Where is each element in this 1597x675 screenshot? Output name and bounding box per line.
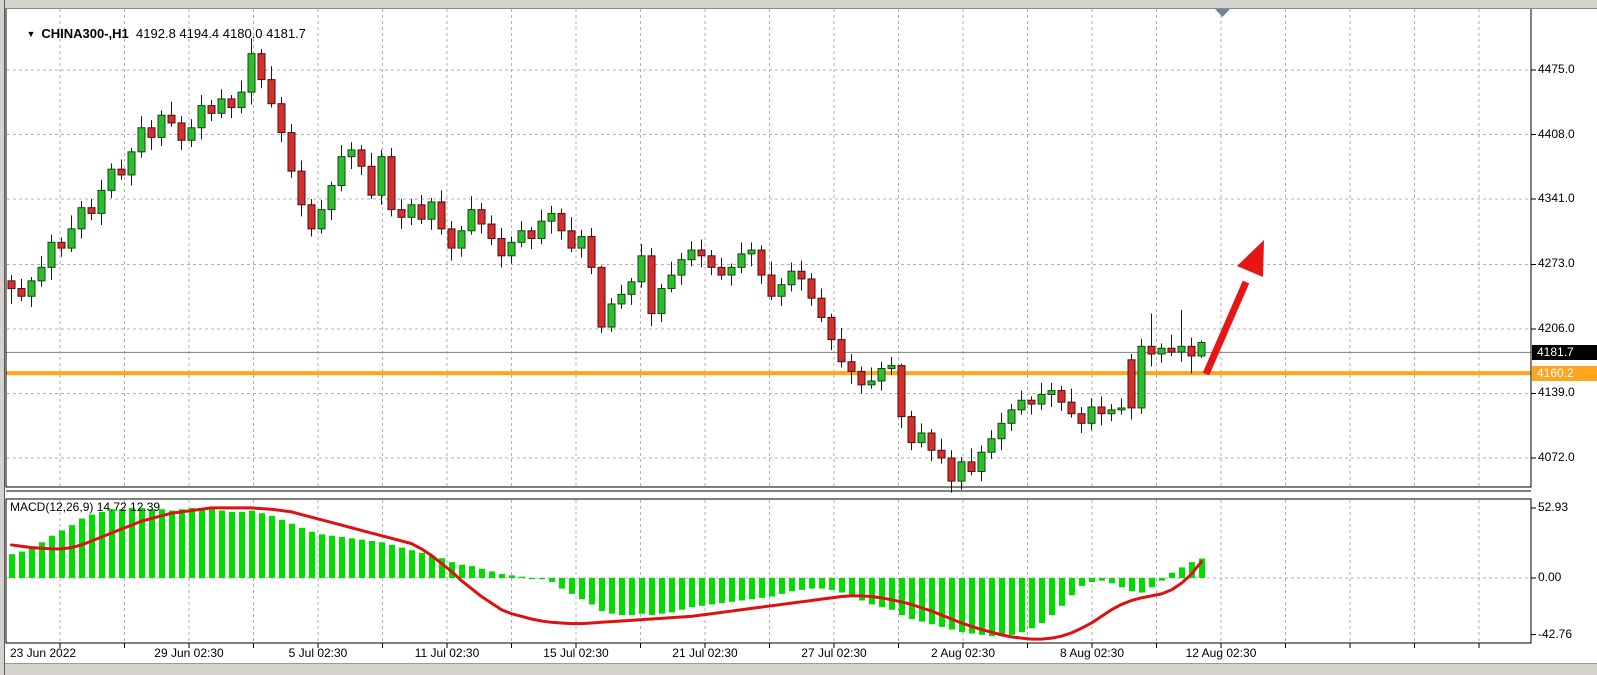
price-level-lines[interactable] xyxy=(6,351,1531,376)
orange-level-label: 4160.2 xyxy=(1532,366,1597,381)
candlestick-series[interactable] xyxy=(7,38,1206,493)
price-tick-label: 4273.0 xyxy=(1538,256,1575,271)
current-price-label: 4181.7 xyxy=(1532,345,1597,360)
ohlc-readout xyxy=(129,26,136,41)
window-top-strip xyxy=(0,0,1597,9)
time-tick-label: 21 Jul 02:30 xyxy=(672,646,738,660)
window-left-edge xyxy=(0,0,5,675)
macd-indicator[interactable] xyxy=(9,506,1205,641)
chart-title: ▼ CHINA300-,H1 4192.8 4194.4 4180.0 4181.… xyxy=(12,11,306,56)
symbol-timeframe-label: CHINA300-,H1 xyxy=(41,26,129,41)
time-tick-label: 2 Aug 02:30 xyxy=(930,646,996,660)
window-bottom-strip xyxy=(0,663,1597,675)
price-tick-label: 4206.0 xyxy=(1538,320,1575,335)
time-tick-label: 12 Aug 02:30 xyxy=(1185,646,1257,660)
time-tick-label: 5 Jul 02:30 xyxy=(288,646,348,660)
time-tick-label: 29 Jun 02:30 xyxy=(154,646,224,660)
symbol-dropdown-icon[interactable]: ▼ xyxy=(26,29,36,39)
axis-ticks xyxy=(59,69,1536,648)
price-tick-label: 4408.0 xyxy=(1538,126,1575,141)
macd-indicator-label: MACD(12,26,9) 14.72 12.39 xyxy=(10,500,161,514)
macd-tick-label: 0.00 xyxy=(1538,570,1562,584)
price-tick-label: 4341.0 xyxy=(1538,191,1575,205)
ohlc-values: 4192.8 4194.4 4180.0 4181.7 xyxy=(136,26,306,41)
price-tick-label: 4475.0 xyxy=(1538,62,1575,76)
macd-tick-label: 52.93 xyxy=(1538,500,1569,514)
price-tick-label: 4139.0 xyxy=(1538,385,1575,400)
time-tick-label: 27 Jul 02:30 xyxy=(801,646,867,660)
time-tick-label: 23 Jun 2022 xyxy=(10,646,77,660)
price-tick-label: 4072.0 xyxy=(1538,450,1575,464)
red-up-arrow-annotation[interactable] xyxy=(1202,240,1264,376)
time-tick-label: 8 Aug 02:30 xyxy=(1059,646,1125,660)
macd-tick-label: -42.76 xyxy=(1538,626,1573,641)
scroll-marker-icon xyxy=(1215,9,1230,17)
time-tick-label: 15 Jul 02:30 xyxy=(543,646,609,660)
time-tick-label: 11 Jul 02:30 xyxy=(414,646,480,660)
